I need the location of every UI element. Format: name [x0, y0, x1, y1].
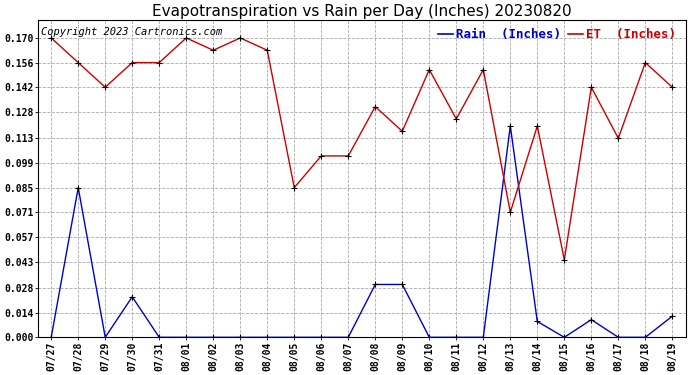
Legend: Rain  (Inches), ET  (Inches): Rain (Inches), ET (Inches) [437, 28, 676, 41]
Title: Evapotranspiration vs Rain per Day (Inches) 20230820: Evapotranspiration vs Rain per Day (Inch… [152, 4, 571, 19]
Text: Copyright 2023 Cartronics.com: Copyright 2023 Cartronics.com [41, 27, 222, 37]
